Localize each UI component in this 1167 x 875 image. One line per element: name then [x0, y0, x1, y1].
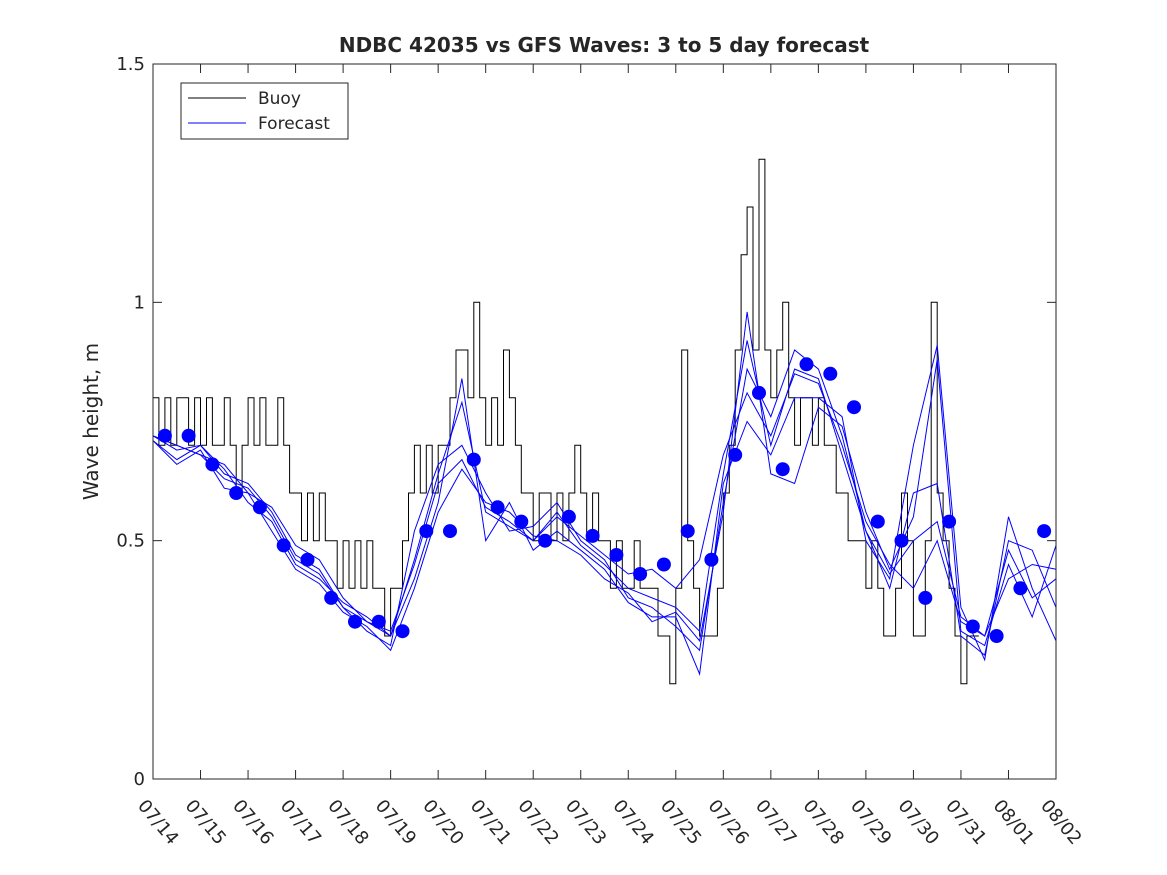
forecast-marker-21 [656, 557, 671, 572]
forecast-marker-6 [300, 552, 315, 567]
forecast-marker-29 [847, 400, 861, 415]
plot-area [153, 64, 1056, 779]
forecast-marker-0 [157, 428, 172, 443]
forecast-marker-36 [1013, 581, 1028, 596]
forecast-marker-7 [324, 590, 339, 605]
forecast-marker-11 [419, 524, 434, 539]
y-axis-label: Wave height, m [79, 343, 103, 500]
forecast-marker-35 [989, 629, 1004, 643]
y-tick-label-3: 1.5 [116, 54, 145, 75]
forecast-marker-22 [680, 524, 695, 539]
forecast-marker-10 [395, 624, 410, 639]
forecast-marker-1 [181, 428, 196, 443]
forecast-marker-31 [894, 533, 909, 548]
forecast-marker-37 [1037, 524, 1052, 539]
forecast-marker-14 [490, 500, 505, 515]
y-tick-label-1: 0.5 [116, 531, 145, 552]
forecast-marker-33 [942, 514, 957, 529]
forecast-marker-34 [965, 619, 980, 634]
forecast-marker-32 [918, 590, 933, 605]
forecast-marker-26 [775, 462, 790, 477]
plot-frame [152, 63, 1057, 780]
forecast-marker-28 [823, 366, 838, 381]
forecast-marker-19 [609, 548, 624, 562]
forecast-marker-20 [633, 567, 648, 581]
marker-layer [157, 357, 1052, 643]
forecast-marker-15 [514, 514, 529, 529]
forecast-marker-9 [371, 614, 386, 629]
forecast-marker-4 [252, 500, 267, 515]
legend: Buoy Forecast [180, 82, 349, 140]
forecast-marker-5 [276, 538, 291, 553]
forecast-series-line-4 [152, 311, 1057, 652]
forecast-marker-2 [205, 457, 220, 472]
legend-box [180, 82, 349, 140]
forecast-marker-23 [704, 552, 719, 567]
forecast-marker-16 [538, 533, 553, 548]
forecast-marker-8 [348, 614, 362, 629]
y-tick-label-0: 0 [134, 769, 145, 790]
forecast-marker-24 [728, 447, 743, 462]
forecast-series-line-1 [152, 373, 1057, 637]
forecast-marker-30 [870, 514, 885, 529]
forecast-marker-25 [752, 385, 766, 400]
forecast-marker-3 [229, 486, 244, 500]
forecast-marker-17 [561, 509, 576, 524]
forecast-series-line-3 [152, 345, 1057, 677]
forecast-marker-27 [799, 357, 814, 372]
chart-title: NDBC 42035 vs GFS Waves: 3 to 5 day fore… [339, 33, 870, 57]
buoy-series-line [153, 158, 979, 685]
y-tick-label-2: 1 [134, 292, 145, 313]
forecast-marker-13 [466, 452, 481, 467]
forecast-marker-18 [585, 528, 600, 543]
legend-label-buoy: Buoy [258, 89, 301, 109]
forecast-marker-12 [443, 524, 457, 539]
legend-label-forecast: Forecast [258, 114, 330, 134]
